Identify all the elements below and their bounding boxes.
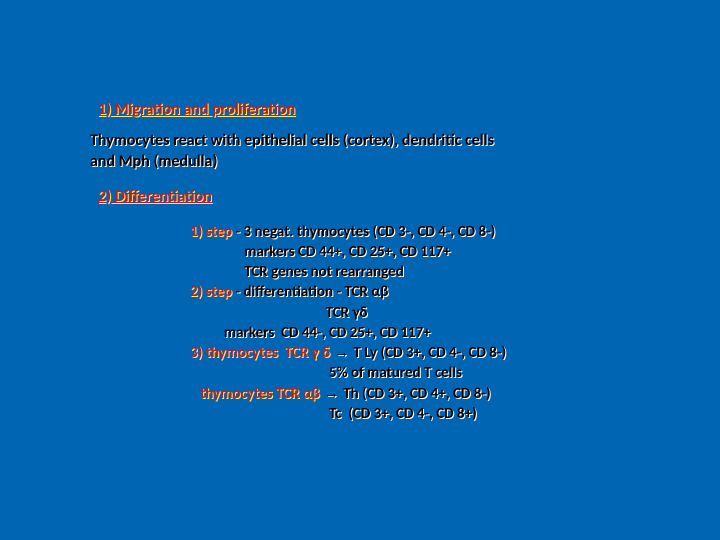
- step-3-line-1: 3) thymocytes TCR γ δ → T Ly (CD 3+, CD …: [190, 343, 670, 363]
- step-2-text: - differentiation - TCR αβ: [232, 283, 388, 301]
- step-1-label: 1) step: [190, 223, 232, 241]
- step-1-line-2: markers CD 44+, CD 25+, CD 117+: [190, 242, 670, 262]
- steps-block: 1) step - 3 negat. thymocytes (CD 3-, CD…: [190, 222, 670, 425]
- step-3b-label: thymocytes TCR αβ: [190, 385, 320, 403]
- body-paragraph: Thymocytes react with epithelial cells (…: [90, 131, 670, 173]
- step-3b-line-2: Tc (CD 3+, CD 4-, CD 8+): [190, 404, 670, 424]
- step-3-text: T Ly (CD 3+, CD 4-, CD 8-): [353, 344, 506, 362]
- arrow-icon: →: [320, 385, 343, 402]
- step-3b-text: Th (CD 3+, CD 4+, CD 8-): [343, 385, 490, 403]
- step-1-line-3: TCR genes not rearranged: [190, 262, 670, 282]
- heading-differentiation: 2) Differentiation: [98, 187, 670, 206]
- step-2-label: 2) step: [190, 283, 232, 301]
- step-3-line-2: 5% of matured T cells: [190, 363, 670, 383]
- step-2-line-2: TCR γδ: [190, 303, 670, 323]
- slide-content: 1) Migration and proliferation Thymocyte…: [90, 100, 670, 424]
- step-3-label: 3) thymocytes TCR γ δ: [190, 344, 330, 362]
- body-line-2: and Mph (medulla): [90, 152, 217, 171]
- heading-migration: 1) Migration and proliferation: [98, 100, 670, 119]
- step-1-line-1: 1) step - 3 negat. thymocytes (CD 3-, CD…: [190, 222, 670, 242]
- step-2-line-1: 2) step - differentiation - TCR αβ: [190, 282, 670, 302]
- body-line-1: Thymocytes react with epithelial cells (…: [90, 131, 494, 150]
- step-3b-line-1: thymocytes TCR αβ → Th (CD 3+, CD 4+, CD…: [190, 384, 670, 404]
- step-2-line-3: markers CD 44-, CD 25+, CD 117+: [190, 323, 670, 343]
- arrow-icon: →: [330, 344, 353, 361]
- step-1-text: - 3 negat. thymocytes (CD 3-, CD 4-, CD …: [232, 223, 495, 241]
